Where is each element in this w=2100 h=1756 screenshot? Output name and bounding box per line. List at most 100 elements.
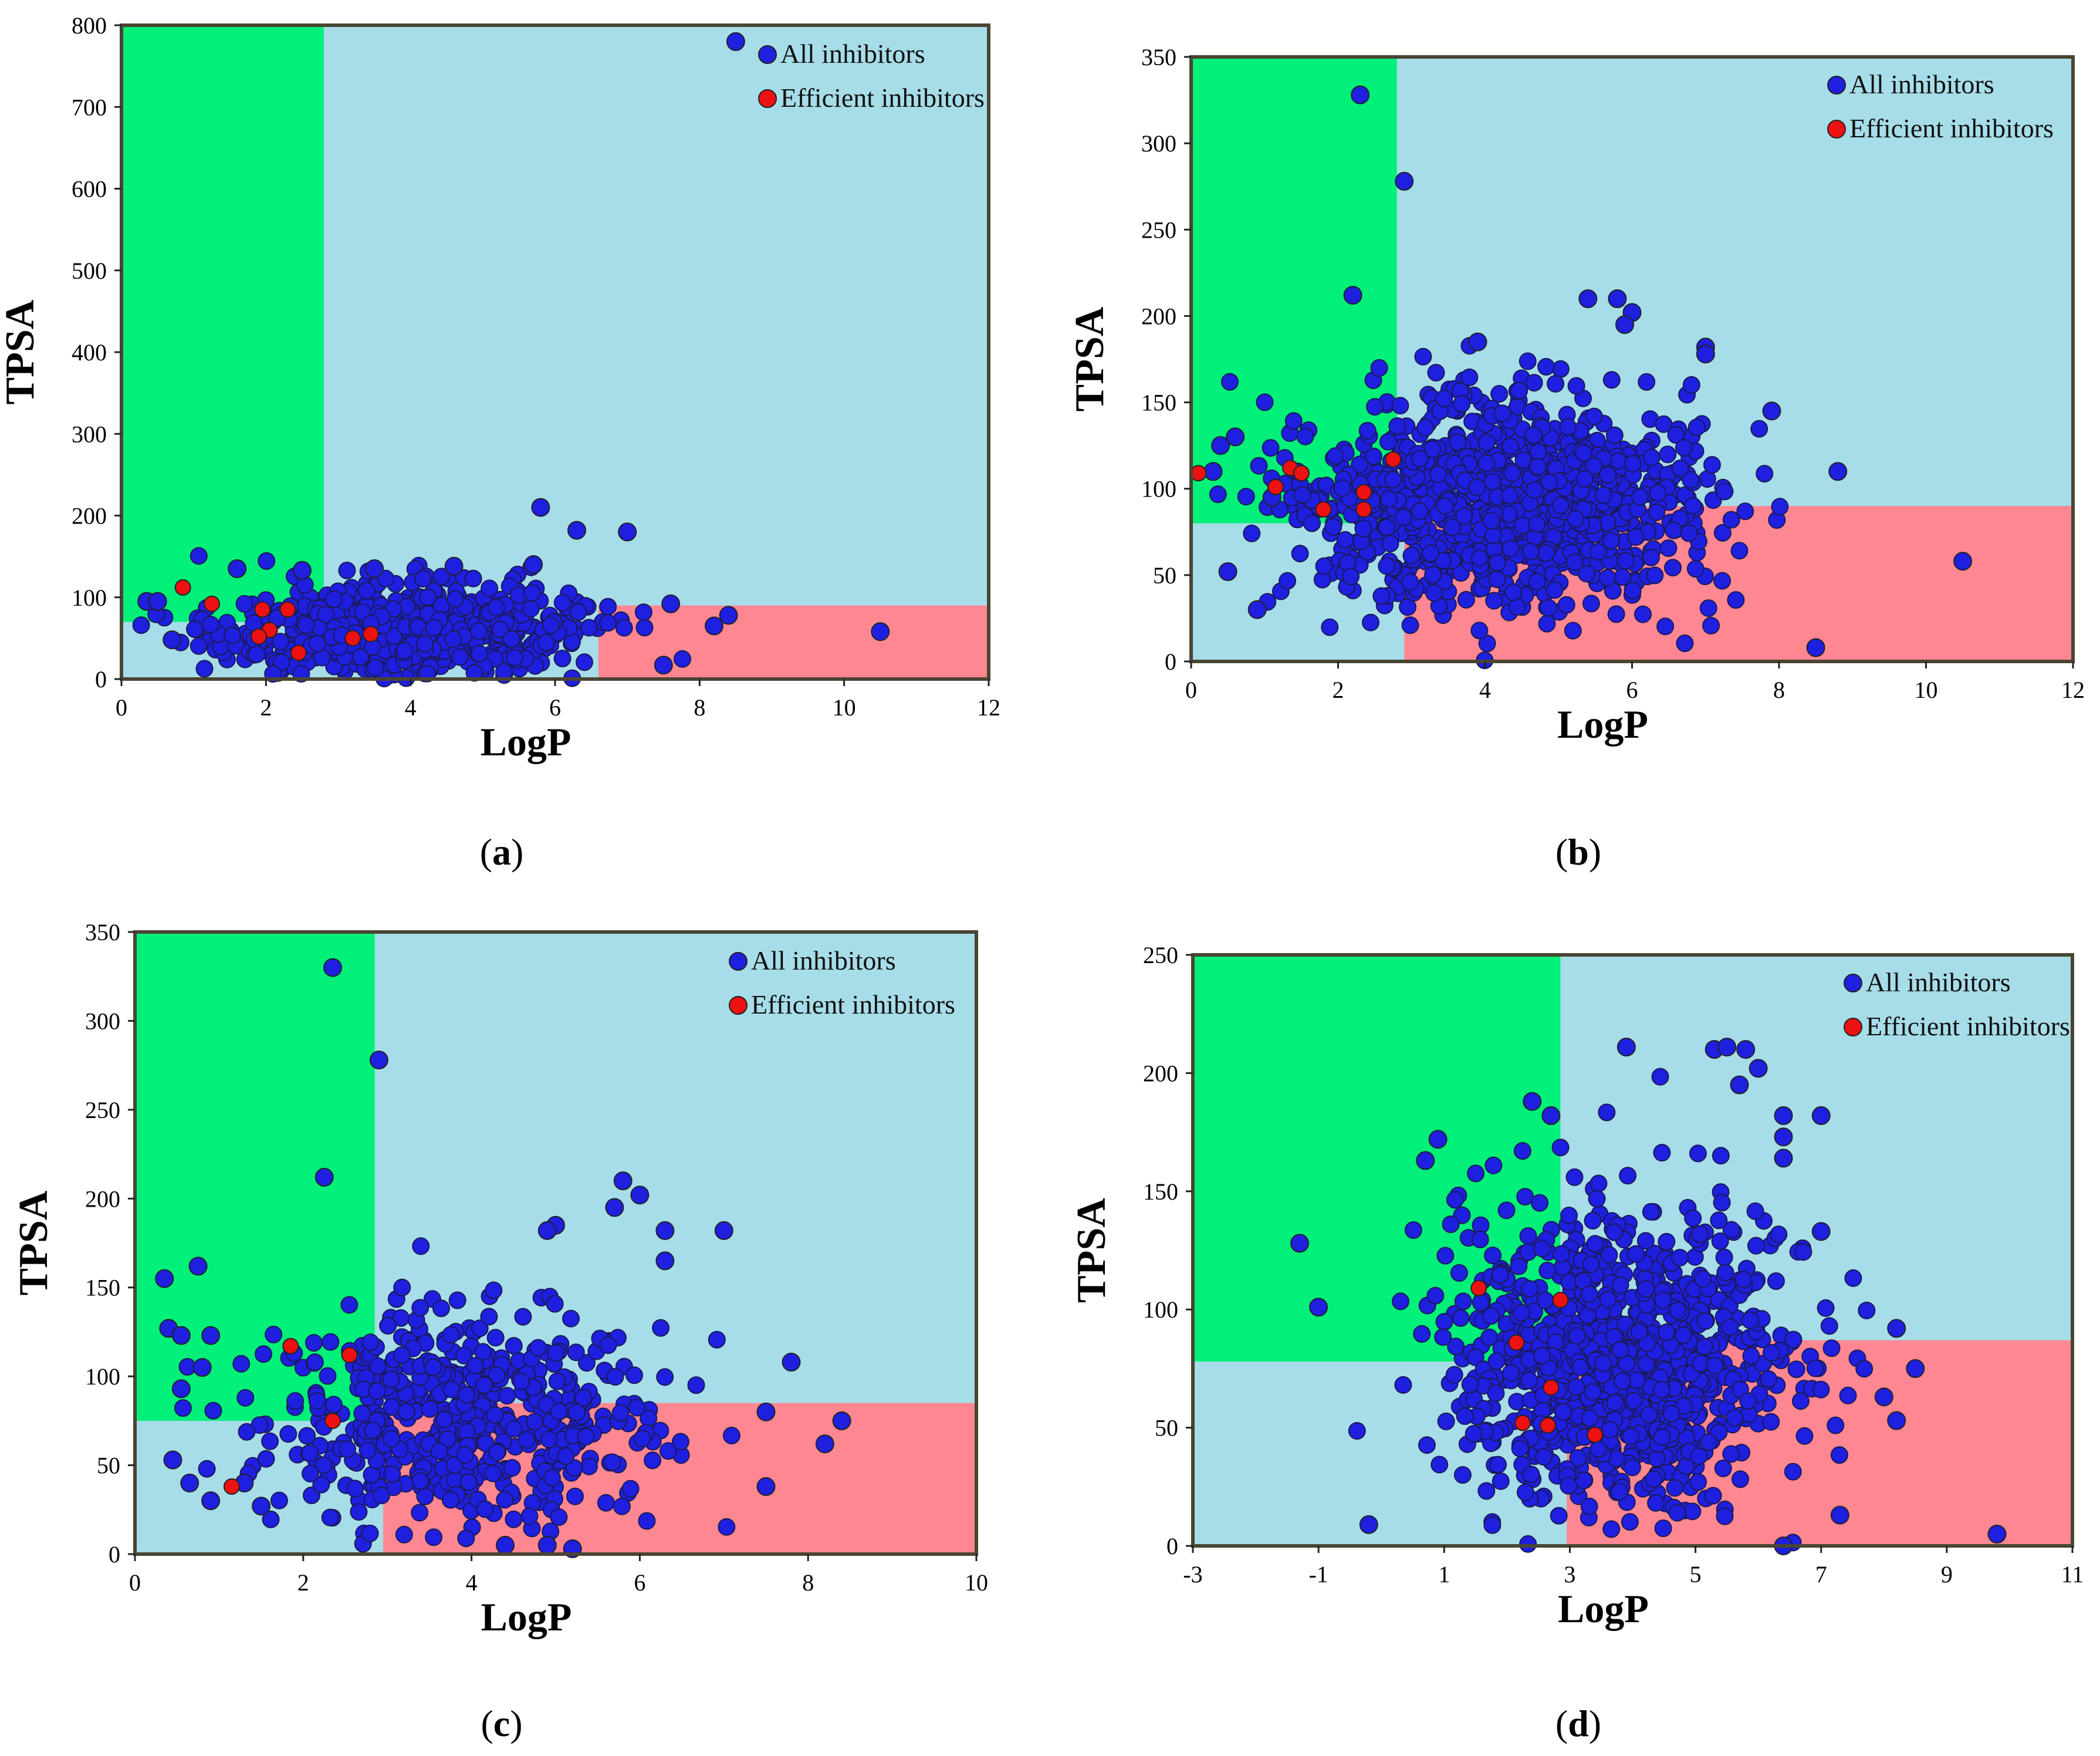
x-tick-label: 7 <box>1815 1561 1827 1588</box>
data-point <box>1487 1352 1506 1370</box>
y-tick-label: 50 <box>1155 1415 1178 1441</box>
legend-label-efficient: Efficient inhibitors <box>751 990 955 1019</box>
data-point <box>1584 1383 1602 1401</box>
x-tick-label: 0 <box>1185 677 1197 703</box>
data-point <box>1256 393 1274 411</box>
legend-marker-efficient <box>1844 1018 1862 1036</box>
data-point <box>487 599 505 617</box>
data-point <box>1642 1203 1660 1221</box>
data-point <box>566 1487 584 1505</box>
legend-label-all: All inhibitors <box>1849 69 1994 99</box>
data-point <box>1646 566 1664 585</box>
data-point <box>1538 1261 1557 1279</box>
data-point <box>202 616 220 634</box>
data-point <box>1279 572 1297 590</box>
data-point <box>188 1257 208 1276</box>
data-point <box>1652 1380 1670 1399</box>
efficient-point <box>1385 451 1402 468</box>
data-point <box>1590 1174 1608 1193</box>
data-point <box>1452 1309 1470 1327</box>
data-point <box>1600 1246 1618 1264</box>
data-point <box>1569 1449 1587 1467</box>
x-tick-label: 1 <box>1438 1561 1450 1588</box>
data-point <box>292 560 312 580</box>
data-point <box>1401 573 1419 591</box>
data-point <box>1290 1234 1309 1253</box>
data-point <box>580 619 598 637</box>
data-point <box>1503 464 1521 482</box>
data-point <box>1706 1356 1724 1375</box>
data-point <box>1703 456 1721 474</box>
data-point <box>1645 1470 1663 1488</box>
data-point <box>1599 1291 1617 1309</box>
data-point <box>496 1491 514 1509</box>
data-point <box>537 1535 557 1555</box>
data-point <box>1675 438 1693 457</box>
legend: All inhibitors Efficient inhibitors <box>729 945 955 1019</box>
data-point <box>1528 573 1546 591</box>
x-tick-label: 3 <box>1564 1561 1575 1588</box>
data-point <box>1414 347 1432 366</box>
data-point <box>633 1430 651 1447</box>
data-point <box>1343 286 1362 305</box>
data-point <box>1477 433 1496 451</box>
data-point <box>1372 587 1391 605</box>
data-point <box>323 958 342 977</box>
data-point <box>1606 1393 1624 1411</box>
data-point <box>393 1346 411 1364</box>
data-point <box>1447 1338 1465 1356</box>
data-point <box>1654 1291 1672 1309</box>
data-point <box>1315 557 1333 575</box>
data-point <box>174 1399 192 1417</box>
legend-marker-efficient <box>758 89 777 108</box>
data-point <box>315 1456 333 1474</box>
data-point <box>1478 634 1496 653</box>
data-point <box>1648 503 1666 521</box>
data-point <box>1640 1406 1658 1424</box>
data-point <box>470 644 488 663</box>
data-point <box>338 562 356 579</box>
data-point <box>1540 599 1557 617</box>
data-point <box>1502 437 1520 455</box>
data-point <box>204 1402 222 1420</box>
data-point <box>1671 1248 1689 1267</box>
data-point <box>722 1427 740 1444</box>
data-point <box>1582 1255 1601 1273</box>
data-point <box>1284 412 1303 430</box>
data-point <box>486 1406 504 1424</box>
data-point <box>1536 1291 1554 1309</box>
data-point <box>1434 1328 1452 1346</box>
data-point <box>1599 465 1617 484</box>
data-point <box>1601 1420 1619 1438</box>
data-point <box>1484 526 1502 545</box>
efficient-point <box>1508 1334 1525 1351</box>
data-point <box>1674 1326 1692 1345</box>
data-point <box>286 1392 305 1410</box>
efficient-point <box>254 601 271 618</box>
data-point <box>1551 1139 1570 1157</box>
data-point <box>1550 1507 1568 1525</box>
data-point <box>1243 524 1261 542</box>
data-point <box>228 559 247 578</box>
data-point <box>1609 452 1627 470</box>
data-point <box>459 1473 478 1491</box>
data-point <box>1795 1427 1814 1445</box>
data-point <box>671 1433 689 1451</box>
data-point <box>505 649 523 667</box>
data-point <box>1617 1038 1636 1057</box>
data-point <box>1624 455 1642 473</box>
y-tick-label: 150 <box>85 1275 120 1301</box>
y-tick-label: 250 <box>1141 217 1176 243</box>
data-point <box>574 1389 593 1407</box>
data-point <box>1484 1247 1502 1265</box>
efficient-inhibitors-series <box>174 579 379 661</box>
data-point <box>714 1221 733 1240</box>
data-point <box>1436 1247 1455 1265</box>
data-point <box>655 1251 675 1271</box>
data-point <box>192 1358 212 1377</box>
data-point <box>1333 479 1351 497</box>
data-point <box>1812 1380 1830 1399</box>
y-tick-label: 600 <box>72 176 107 202</box>
all-inhibitors-series <box>1203 85 1973 670</box>
